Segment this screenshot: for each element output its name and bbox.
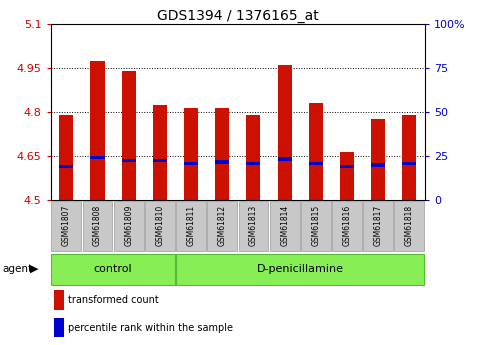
- Bar: [309, 162, 323, 165]
- Text: GSM61815: GSM61815: [312, 204, 320, 246]
- Bar: [215, 160, 229, 164]
- FancyBboxPatch shape: [207, 201, 237, 251]
- Bar: [90, 61, 104, 200]
- FancyBboxPatch shape: [83, 201, 113, 251]
- Text: GSM61811: GSM61811: [186, 204, 196, 246]
- FancyBboxPatch shape: [51, 201, 81, 251]
- Text: GSM61808: GSM61808: [93, 204, 102, 246]
- Bar: [122, 71, 136, 200]
- Bar: [122, 159, 136, 162]
- FancyBboxPatch shape: [270, 201, 299, 251]
- FancyBboxPatch shape: [145, 201, 175, 251]
- Bar: [371, 163, 385, 167]
- Text: GSM61817: GSM61817: [374, 204, 383, 246]
- Text: GSM61810: GSM61810: [156, 204, 164, 246]
- Bar: [184, 108, 198, 200]
- Bar: [90, 156, 104, 159]
- Text: GSM61812: GSM61812: [218, 204, 227, 246]
- Text: GSM61816: GSM61816: [342, 204, 352, 246]
- Text: agent: agent: [2, 264, 32, 274]
- Text: transformed count: transformed count: [68, 295, 158, 305]
- FancyBboxPatch shape: [51, 254, 175, 285]
- FancyBboxPatch shape: [176, 201, 206, 251]
- Text: GSM61809: GSM61809: [124, 204, 133, 246]
- Text: GSM61814: GSM61814: [280, 204, 289, 246]
- Bar: [246, 115, 260, 200]
- Bar: [215, 108, 229, 200]
- FancyBboxPatch shape: [176, 254, 425, 285]
- Bar: [309, 103, 323, 200]
- Bar: [278, 65, 292, 200]
- Text: GSM61813: GSM61813: [249, 204, 258, 246]
- Text: control: control: [94, 264, 132, 274]
- Bar: [55, 318, 64, 337]
- Bar: [402, 162, 416, 165]
- Text: D-penicillamine: D-penicillamine: [257, 264, 344, 274]
- FancyBboxPatch shape: [363, 201, 393, 251]
- Bar: [59, 165, 73, 168]
- Text: GSM61818: GSM61818: [405, 204, 414, 246]
- Bar: [153, 159, 167, 162]
- Bar: [371, 119, 385, 200]
- FancyBboxPatch shape: [114, 201, 143, 251]
- FancyBboxPatch shape: [395, 201, 425, 251]
- Bar: [402, 115, 416, 200]
- FancyBboxPatch shape: [239, 201, 269, 251]
- Bar: [55, 290, 64, 309]
- Bar: [340, 165, 354, 168]
- Bar: [340, 152, 354, 200]
- FancyBboxPatch shape: [332, 201, 362, 251]
- Title: GDS1394 / 1376165_at: GDS1394 / 1376165_at: [157, 9, 319, 23]
- Text: GSM61807: GSM61807: [62, 204, 71, 246]
- Bar: [153, 105, 167, 200]
- Bar: [184, 162, 198, 165]
- Bar: [246, 162, 260, 165]
- Text: percentile rank within the sample: percentile rank within the sample: [68, 323, 232, 333]
- Text: ▶: ▶: [30, 264, 39, 274]
- Bar: [278, 157, 292, 161]
- Bar: [59, 115, 73, 200]
- FancyBboxPatch shape: [301, 201, 331, 251]
